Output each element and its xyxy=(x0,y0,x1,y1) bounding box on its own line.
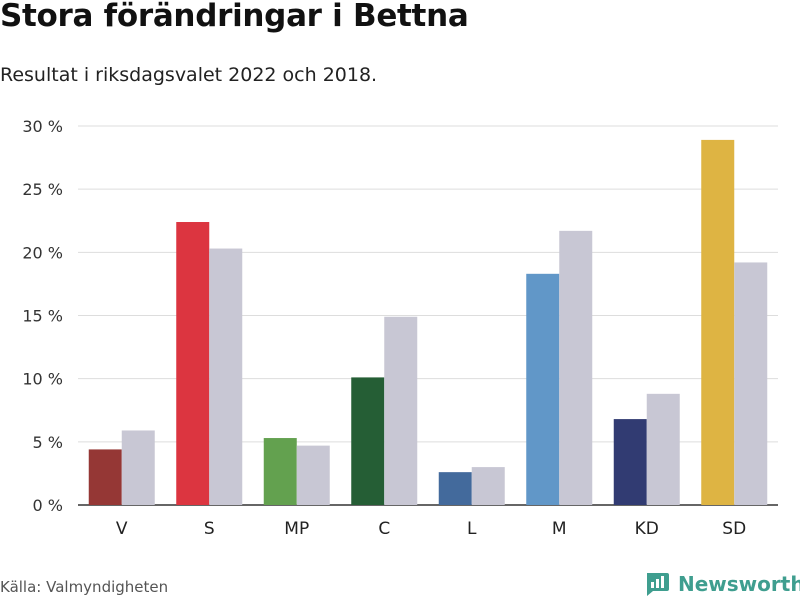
bar-2022-sd xyxy=(701,139,735,505)
x-axis-tick-labels: V S MP C L M KD SD xyxy=(116,519,746,539)
bar-2018-s xyxy=(209,248,243,505)
chart-subtitle: Resultat i riksdagsvalet 2022 och 2018. xyxy=(0,64,378,86)
x-tick-label-s: S xyxy=(204,519,215,539)
bar-2018-v xyxy=(121,430,155,505)
y-tick-label: 15 % xyxy=(22,307,63,326)
y-tick-label: 30 % xyxy=(22,117,63,136)
newsworthy-logo-icon xyxy=(647,573,669,596)
bar-2018-mp xyxy=(296,445,330,505)
bar-2018-kd xyxy=(646,393,680,505)
x-tick-label-l: L xyxy=(467,519,477,539)
x-tick-label-sd: SD xyxy=(722,519,746,539)
source-note: Källa: Valmyndigheten xyxy=(0,578,169,596)
x-tick-label-c: C xyxy=(378,519,390,539)
x-tick-label-v: V xyxy=(116,519,128,539)
bar-2022-s xyxy=(176,222,210,505)
bar-2022-c xyxy=(351,377,385,505)
bar-2022-kd xyxy=(613,419,647,505)
bar-2018-c xyxy=(384,316,418,505)
brand-name: Newsworthy xyxy=(678,572,800,596)
bar-2022-v xyxy=(88,449,122,505)
chart-title: Stora förändringar i Bettna xyxy=(0,0,469,34)
y-tick-label: 0 % xyxy=(33,496,63,515)
x-tick-label-m: M xyxy=(552,519,567,539)
y-axis-tick-labels: 0 % 5 % 10 % 15 % 20 % 25 % 30 % xyxy=(22,117,63,515)
x-tick-label-mp: MP xyxy=(284,519,309,539)
y-tick-label: 5 % xyxy=(33,433,63,452)
bars xyxy=(88,139,768,505)
bar-2022-m xyxy=(526,273,560,505)
bar-2022-l xyxy=(438,472,472,505)
y-tick-label: 10 % xyxy=(22,370,63,389)
y-tick-label: 25 % xyxy=(22,180,63,199)
y-tick-label: 20 % xyxy=(22,243,63,262)
bar-2022-mp xyxy=(263,438,297,505)
x-tick-label-kd: KD xyxy=(635,519,659,539)
bar-2018-sd xyxy=(734,262,768,505)
bar-2018-l xyxy=(471,467,505,505)
bar-2018-m xyxy=(559,230,593,505)
brand-logo: Newsworthy xyxy=(644,569,800,599)
